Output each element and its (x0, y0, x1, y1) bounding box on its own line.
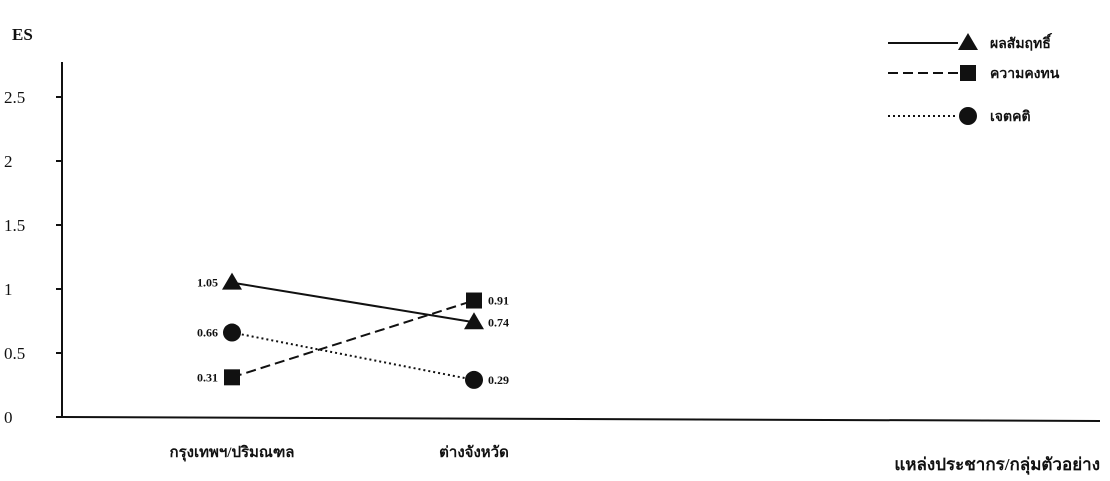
series-2-point-1 (465, 370, 483, 389)
legend-marker-1 (960, 65, 976, 81)
series-0-point-1 (464, 312, 484, 330)
legend-item-2: เจตคติ (888, 107, 1031, 125)
x-axis-line (61, 416, 1101, 422)
y-axis-title: ES (12, 25, 33, 44)
legend-marker-2 (959, 107, 977, 125)
y-tick-label-0: 0 (4, 408, 13, 427)
series-0-data-label-0: 1.05 (197, 276, 218, 290)
series-line-2 (231, 331, 475, 381)
legend-item-1: ความคงทน (888, 65, 1060, 82)
series-1-point-1 (466, 292, 482, 309)
x-category-label-0: กรุงเทพฯ/ปริมณฑล (170, 443, 295, 462)
series-2: 0.66 0.29 (197, 323, 509, 389)
series-0-point-0 (222, 272, 242, 290)
series-2-point-0 (223, 323, 241, 342)
series-2-data-label-0: 0.66 (197, 326, 218, 340)
x-axis-title: แหล่งประชากร/กลุ่มตัวอย่าง (894, 455, 1100, 475)
series-0-data-label-1: 0.74 (488, 315, 509, 329)
y-tick-label-2: 1 (4, 280, 13, 299)
series-line-1 (231, 299, 475, 379)
y-tick-label-3: 1.5 (4, 216, 25, 235)
series-layer: 1.05 0.74 0.31 0.91 0.66 0.29 (197, 272, 509, 389)
series-1: 0.31 0.91 (197, 292, 509, 386)
legend-item-0: ผลสัมฤทธิ์ (888, 32, 1053, 52)
y-tick-label-1: 0.5 (4, 344, 25, 363)
series-1-data-label-0: 0.31 (197, 370, 218, 384)
legend-label-2: เจตคติ (990, 109, 1031, 125)
legend-label-0: ผลสัมฤทธิ์ (990, 32, 1053, 52)
series-0: 1.05 0.74 (197, 272, 509, 330)
series-line-0 (231, 281, 475, 324)
legend-marker-0 (958, 33, 978, 50)
series-2-data-label-1: 0.29 (488, 373, 509, 387)
x-category-label-1: ต่างจังหวัด (439, 444, 509, 461)
y-tick-label-5: 2.5 (4, 88, 25, 107)
series-1-point-0 (224, 369, 240, 386)
y-tick-label-4: 2 (4, 152, 13, 171)
axes: 0 0.5 1 1.5 2 2.5 ES กรุงเทพฯ/ปริมณฑล ต่างจังหวั… (4, 25, 1101, 475)
legend-label-1: ความคงทน (990, 67, 1060, 82)
series-1-data-label-1: 0.91 (488, 294, 509, 308)
